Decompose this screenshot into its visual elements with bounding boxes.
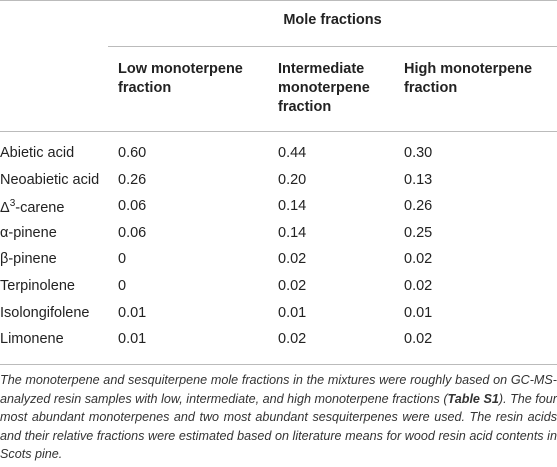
cell-value: 0 [118, 278, 127, 294]
row-label: Δ3-carene [0, 198, 64, 216]
cell-value: 0.02 [278, 331, 307, 348]
cell-value: 0.01 [278, 304, 307, 321]
label-part: Abietic acid [0, 145, 75, 161]
cell-value: 0.02 [404, 251, 433, 268]
cell-value: 0.06 [118, 198, 147, 215]
row-label: α-pinene [0, 225, 57, 241]
column-header: High monoterpene fraction [404, 61, 533, 96]
group-rule [108, 46, 557, 47]
cell-value: 0.20 [278, 171, 307, 188]
cell-value: 0.44 [278, 145, 307, 161]
cell-value: 0.06 [118, 224, 147, 241]
label-part: Limonene [0, 331, 64, 348]
cell-value: 0.13 [404, 171, 433, 188]
row-label: β-pinene [0, 251, 57, 267]
column-header: Intermediate monoterpene fraction [278, 61, 370, 115]
row-label: Terpinolene [0, 278, 75, 294]
column-header: Low monoterpene fraction [118, 61, 243, 96]
cell-value: 0.01 [118, 331, 147, 348]
row-label: Abietic acid [0, 145, 74, 161]
cell-value: 0.25 [404, 224, 433, 241]
cell-value: 0.30 [404, 145, 433, 161]
label-part: -carene [15, 200, 65, 217]
header-rule [0, 131, 557, 132]
cell-value: 0.60 [118, 145, 147, 161]
cell-value: 0.01 [404, 304, 433, 321]
cell-value: 0.26 [118, 171, 147, 188]
bottom-rule [0, 364, 557, 365]
cell-value: 0.02 [278, 278, 307, 294]
row-label: Isolongifolene [0, 305, 90, 321]
label-part: Isolongifolene [0, 304, 90, 321]
label-part: α-pinene [0, 224, 57, 241]
label-part: Δ [0, 200, 10, 217]
group-header: Mole fractions [283, 12, 382, 28]
caption: The monoterpene and sesquiterpene mole f… [0, 371, 557, 464]
label-part: Terpinolene [0, 278, 75, 294]
row-label: Limonene [0, 331, 64, 347]
label-part: Neoabietic acid [0, 171, 100, 188]
caption-ref: Table S1 [447, 391, 499, 406]
cell-value: 0.26 [404, 198, 433, 215]
cell-value: 0 [118, 251, 127, 268]
cell-value: 0.14 [278, 224, 307, 241]
cell-value: 0.02 [404, 331, 433, 348]
cell-value: 0.02 [404, 278, 433, 294]
caption-text: The monoterpene and sesquiterpene mole f… [0, 373, 557, 406]
label-part: β-pinene [0, 251, 57, 268]
label-part: 3 [9, 198, 16, 210]
cell-value: 0.02 [278, 251, 307, 268]
cell-value: 0.01 [118, 304, 147, 321]
top-rule [0, 0, 557, 1]
caption-text: ). The four most abundant monoterpenes a… [0, 391, 557, 462]
cell-value: 0.14 [278, 198, 307, 215]
row-label: Neoabietic acid [0, 172, 99, 188]
